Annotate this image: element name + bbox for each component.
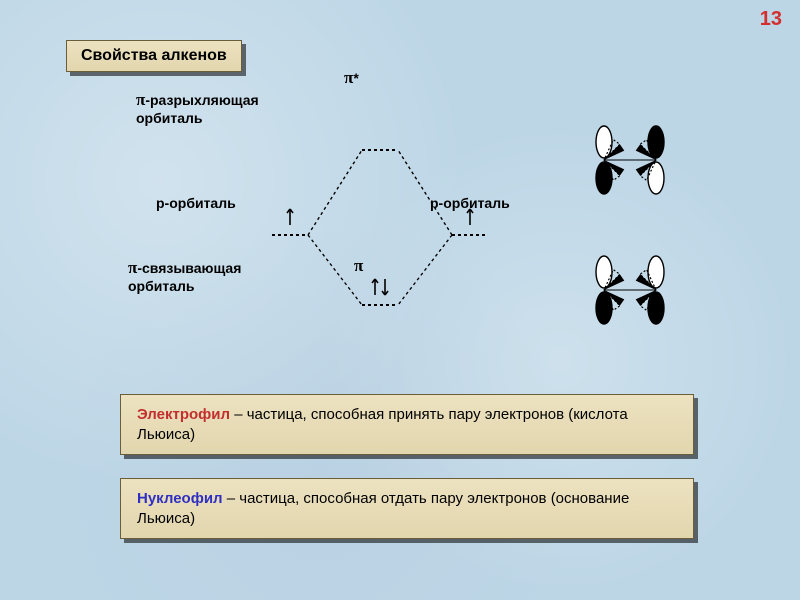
label-p-left: p-орбиталь xyxy=(156,195,236,211)
label-pi-star: π* xyxy=(344,68,359,88)
term-electrophile: Электрофил xyxy=(137,406,230,423)
slide-title: Свойства алкенов xyxy=(66,40,242,72)
label-p-right: p-орбиталь xyxy=(430,195,510,211)
page-number: 13 xyxy=(760,8,782,31)
mo-diagram: π-разрыхляющая орбиталь p-орбиталь p-орб… xyxy=(90,80,730,360)
definition-electrophile: Электрофил – частица, способная принять … xyxy=(120,394,694,455)
term-nucleophile: Нуклеофил xyxy=(137,490,223,507)
label-pi: π xyxy=(354,256,363,276)
label-bonding: π-связывающая орбиталь xyxy=(128,258,241,294)
label-antibonding: π-разрыхляющая орбиталь xyxy=(136,90,259,126)
slide-root: 13 Свойства алкенов π-разрыхляющая орбит… xyxy=(0,0,800,600)
definition-nucleophile: Нуклеофил – частица, способная отдать па… xyxy=(120,478,694,539)
